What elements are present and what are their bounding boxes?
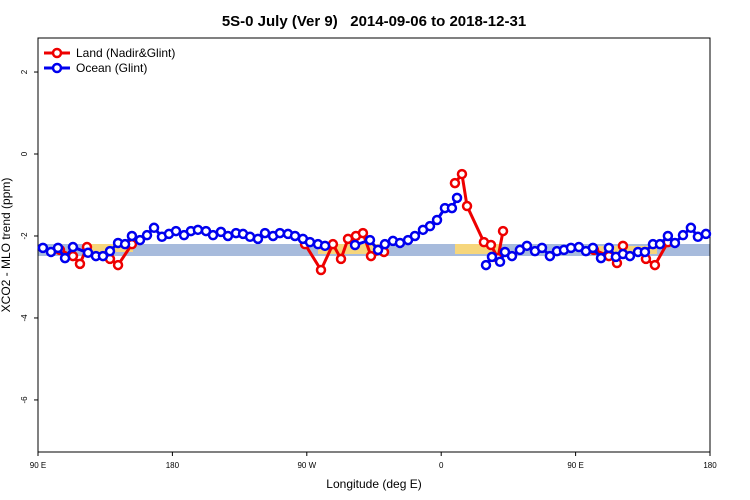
data-point [677,229,689,241]
data-point [134,234,146,246]
data-point [485,239,497,251]
data-point [624,250,636,262]
data-point [252,233,264,245]
data-point [494,256,506,268]
y-tick-label: 2 [20,69,29,74]
x-tick-label: 90 W [297,461,316,470]
data-point [104,245,116,257]
data-point [37,242,49,254]
data-point [446,202,458,214]
data-point [486,251,498,263]
band-patch [318,244,380,254]
x-tick-label: 90 E [567,461,583,470]
data-point [222,230,234,242]
band-patch [455,244,500,254]
y-tick-label: 0 [20,151,29,156]
x-tick-label: 180 [166,461,180,470]
data-point [170,225,182,237]
y-tick-label: -4 [20,314,29,322]
data-point [335,253,347,265]
legend-label: Ocean (Glint) [76,61,147,75]
data-point [148,222,160,234]
data-point [59,252,71,264]
data-point [544,250,556,262]
data-point [424,220,436,232]
data-point [141,229,153,241]
data-point [274,227,286,239]
data-point [506,250,518,262]
data-point [449,177,461,189]
data-point [365,250,377,262]
data-point [431,214,443,226]
data-point [409,230,421,242]
data-point [451,192,463,204]
data-point [639,246,651,258]
x-axis-label: Longitude (deg E) [326,477,421,491]
legend-marker [51,62,63,74]
data-point [259,227,271,239]
plot-frame [37,37,711,453]
data-point [700,228,712,240]
data-point [319,240,331,252]
data-point [685,222,697,234]
data-point [536,242,548,254]
y-tick-label: -6 [20,396,29,404]
data-point [52,242,64,254]
data-point [654,238,666,250]
data-point [357,227,369,239]
legend-marker [51,47,63,59]
data-point [669,237,681,249]
data-point [497,225,509,237]
data-point [617,240,629,252]
data-point [74,258,86,270]
y-axis-label: XCO2 - MLO trend (ppm) [0,178,13,313]
data-point [119,238,131,250]
data-point [461,200,473,212]
data-point [315,264,327,276]
y-tick-label: -2 [20,232,29,240]
data-point [126,230,138,242]
data-point [456,168,468,180]
x-tick-label: 180 [703,461,717,470]
data-point [97,250,109,262]
data-point [649,259,661,271]
data-point [379,238,391,250]
data-point [587,242,599,254]
data-point [304,236,316,248]
x-tick-label: 90 E [30,461,46,470]
data-point [192,224,204,236]
data-point [662,230,674,242]
data-point [394,237,406,249]
data-point [349,239,361,251]
data-point [372,244,384,256]
x-tick-label: 0 [439,461,444,470]
chart-title: 5S-0 July (Ver 9) 2014-09-06 to 2018-12-… [222,13,526,30]
data-point [480,259,492,271]
data-point [67,241,79,253]
data-point [112,259,124,271]
data-point [521,240,533,252]
data-point [595,252,607,264]
legend-label: Land (Nadir&Glint) [76,46,175,60]
data-point [603,242,615,254]
data-point [692,231,704,243]
data-point [364,234,376,246]
